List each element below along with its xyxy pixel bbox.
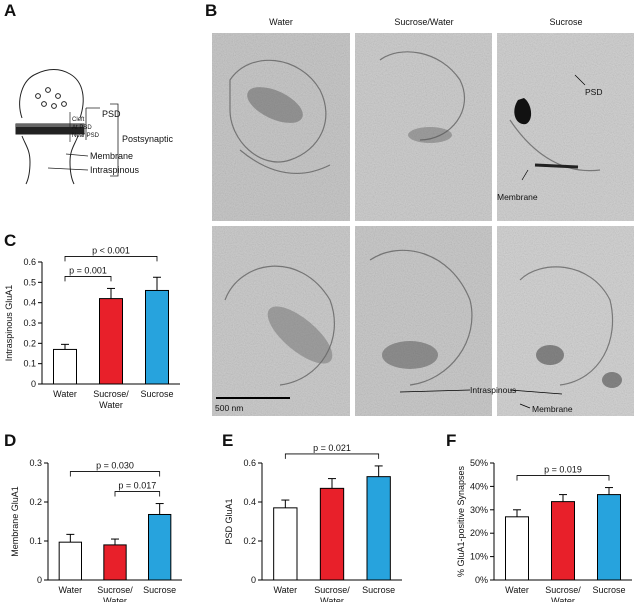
bar — [366, 476, 391, 581]
micrograph-label: PSD — [585, 87, 602, 97]
significance-bracket — [64, 276, 112, 282]
bar — [597, 494, 621, 581]
bar — [53, 348, 77, 385]
bar — [145, 289, 169, 385]
y-tick-label: 0.1 — [29, 536, 42, 546]
x-tick-label: Water — [53, 389, 77, 399]
panel-label: F — [446, 431, 456, 450]
y-tick-label: 0.5 — [23, 277, 36, 287]
x-tick-label: Water — [58, 585, 82, 595]
membrane-label: Membrane — [90, 151, 133, 161]
y-tick-label: 0.6 — [23, 257, 36, 267]
x-tick-label: Water — [273, 585, 297, 595]
panel-label: C — [4, 231, 16, 250]
column-title: Sucrose — [549, 17, 582, 27]
bar — [103, 544, 127, 581]
panel-label: A — [4, 1, 16, 20]
y-tick-label: 0.3 — [29, 458, 42, 468]
panel-label: B — [205, 1, 217, 20]
y-tick-label: 0 — [37, 575, 42, 585]
psd-label: PSD — [102, 109, 121, 119]
y-tick-label: 0% — [475, 575, 488, 585]
y-axis-label: PSD GluA1 — [224, 498, 234, 544]
x-tick-label: Sucrose — [362, 585, 395, 595]
y-tick-label: 0.2 — [23, 338, 36, 348]
bar — [99, 298, 123, 385]
x-tick-label: Sucrose/Water — [93, 389, 129, 410]
column-title: Sucrose/Water — [394, 17, 453, 27]
bar — [551, 501, 575, 581]
x-tick-label: Sucrose — [143, 585, 176, 595]
significance-bracket — [284, 453, 380, 459]
significance-label: p = 0.021 — [313, 443, 351, 453]
bar — [505, 516, 529, 581]
y-tick-label: 30% — [470, 505, 488, 515]
y-tick-label: 50% — [470, 458, 488, 468]
intraspinous-label: Intraspinous — [90, 165, 140, 175]
significance-label: p = 0.030 — [96, 461, 134, 471]
y-tick-label: 10% — [470, 552, 488, 562]
x-tick-label: Water — [505, 585, 529, 595]
zone-label: At PSD — [72, 125, 92, 131]
significance-label: p = 0.001 — [69, 265, 107, 275]
synapse-diagram — [15, 69, 119, 185]
y-tick-label: 0 — [31, 379, 36, 389]
bar — [273, 507, 298, 581]
x-tick-label: Sucrose — [140, 389, 173, 399]
x-tick-label: Sucrose/Water — [545, 585, 581, 602]
scale-bar-label: 500 nm — [215, 403, 243, 413]
y-tick-label: 0.2 — [243, 536, 256, 546]
column-title: Water — [269, 17, 293, 27]
micrograph-label: Membrane — [532, 404, 573, 414]
postsynaptic-label: Postsynaptic — [122, 134, 174, 144]
micrograph-label: Intraspinous — [470, 385, 516, 395]
bar — [319, 487, 345, 581]
significance-bracket — [64, 256, 158, 262]
y-axis-label: % GluA1-positive Synapses — [456, 465, 466, 577]
x-tick-label: Sucrose/Water — [97, 585, 133, 602]
x-tick-label: Sucrose/Water — [314, 585, 350, 602]
significance-bracket — [114, 491, 161, 497]
y-tick-label: 0.2 — [29, 497, 42, 507]
panel-label: E — [222, 431, 233, 450]
y-tick-label: 0.4 — [243, 497, 256, 507]
micrograph-label: Membrane — [497, 192, 538, 202]
y-axis-label: Membrane GluA1 — [10, 486, 20, 557]
y-tick-label: 20% — [470, 528, 488, 538]
y-tick-label: 0.3 — [23, 318, 36, 328]
y-tick-label: 0.1 — [23, 359, 36, 369]
y-tick-label: 0.4 — [23, 298, 36, 308]
x-tick-label: Sucrose — [592, 585, 625, 595]
bar — [148, 513, 172, 581]
significance-label: p = 0.017 — [118, 481, 156, 491]
y-axis-label: Intraspinous GluA1 — [4, 285, 14, 362]
y-tick-label: 0.6 — [243, 458, 256, 468]
y-tick-label: 0 — [251, 575, 256, 585]
significance-bracket — [516, 475, 610, 481]
zone-label: Near PSD — [72, 133, 100, 139]
significance-label: p < 0.001 — [92, 245, 130, 255]
significance-label: p = 0.019 — [544, 465, 582, 475]
significance-bracket — [69, 471, 161, 477]
panel-label: D — [4, 431, 16, 450]
micrographs — [212, 33, 634, 416]
zone-label: Cleft — [72, 117, 85, 123]
y-tick-label: 40% — [470, 481, 488, 491]
bar — [58, 541, 83, 581]
